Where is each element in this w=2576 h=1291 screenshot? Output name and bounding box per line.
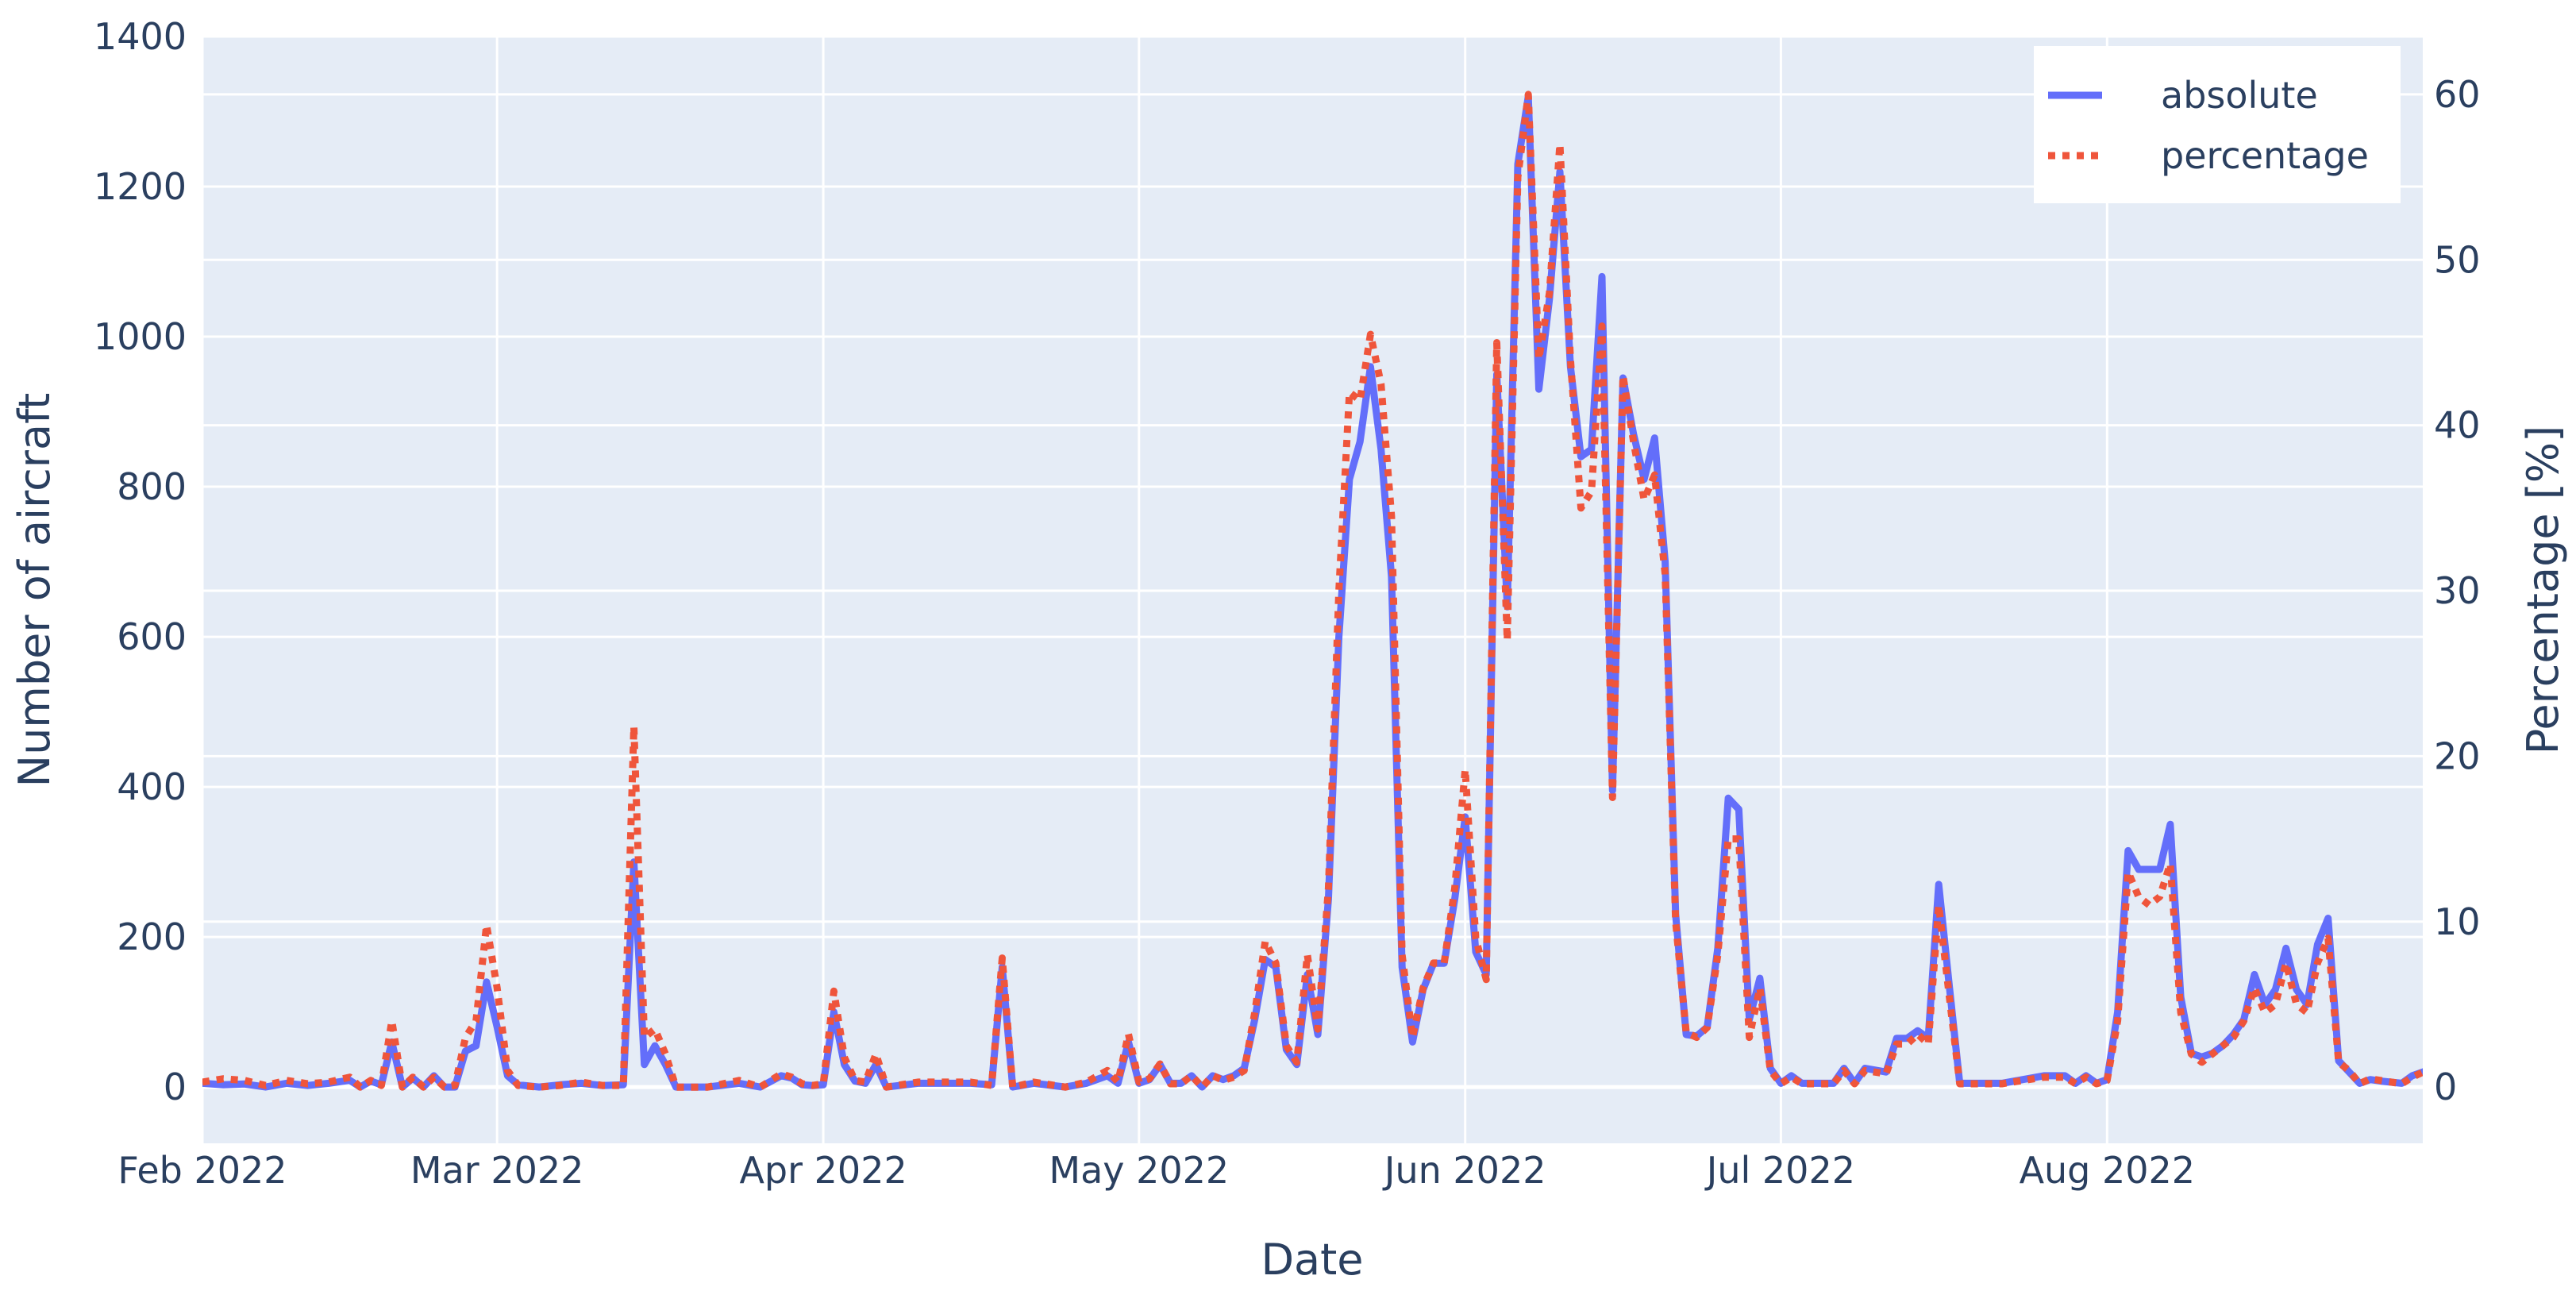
y2-axis-ticks: 0 10 20 30 40 50 60 [2434,73,2481,1108]
y2-tick-label: 60 [2434,73,2481,116]
legend-box [2034,46,2401,203]
x-tick-label: Jun 2022 [1382,1149,1546,1192]
x-tick-label: May 2022 [1049,1149,1229,1192]
y-tick-label: 0 [164,1066,187,1108]
y2-tick-label: 10 [2434,900,2481,943]
x-tick-label: Feb 2022 [117,1149,287,1192]
legend-label-absolute: absolute [2161,74,2318,117]
series-lines [202,91,2423,1091]
y2-axis-title: Percentage [%] [2518,426,2568,754]
y-tick-label: 800 [117,465,187,508]
x-tick-label: Apr 2022 [739,1149,907,1192]
y-tick-label: 1000 [94,315,187,358]
legend: absolute percentage [2034,46,2401,203]
y-tick-label: 600 [117,615,187,658]
x-axis-title: Date [1261,1235,1363,1285]
y2-tick-label: 40 [2434,404,2481,447]
y-tick-label: 1400 [94,15,187,58]
y-axis-title: Number of aircraft [10,393,60,788]
y2-tick-label: 20 [2434,734,2481,777]
y2-tick-label: 0 [2434,1066,2457,1108]
y-tick-label: 200 [117,915,187,958]
legend-label-percentage: percentage [2161,134,2369,177]
y-tick-label: 1200 [94,165,187,208]
y-tick-label: 400 [117,765,187,808]
series-line-percentage [202,91,2423,1091]
x-axis-ticks: Feb 2022 Mar 2022 Apr 2022 May 2022 Jun 2022… [117,1149,2195,1192]
y2-tick-label: 50 [2434,238,2481,281]
x-tick-label: Aug 2022 [2020,1149,2196,1192]
y-axis-ticks: 0 200 400 600 800 1000 1200 1400 [94,15,187,1108]
y2-tick-label: 30 [2434,569,2481,612]
x-tick-label: Mar 2022 [410,1149,583,1192]
x-tick-label: Jul 2022 [1704,1149,1855,1192]
